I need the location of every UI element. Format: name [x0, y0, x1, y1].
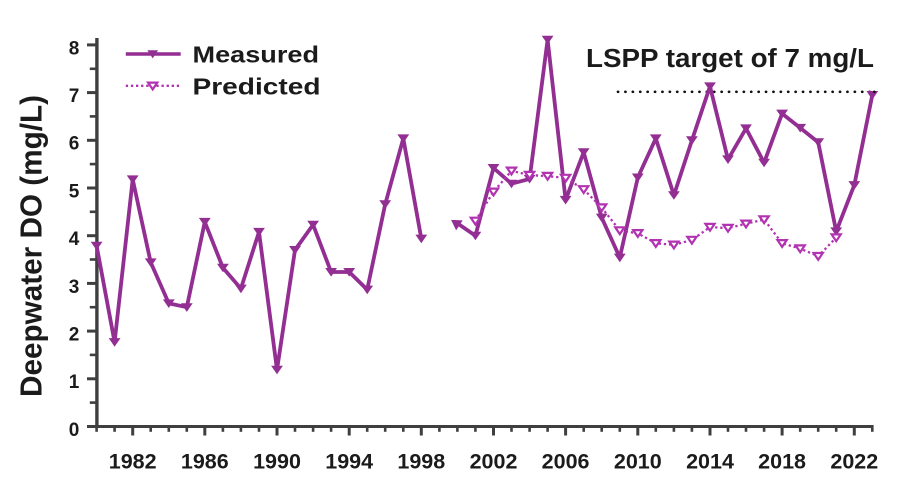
svg-text:6: 6	[69, 134, 80, 155]
svg-text:Deepwater DO (mg/L): Deepwater DO (mg/L)	[14, 95, 49, 397]
svg-text:1: 1	[69, 372, 80, 393]
svg-text:1982: 1982	[109, 450, 157, 474]
svg-text:1990: 1990	[253, 450, 301, 474]
svg-text:2018: 2018	[758, 450, 806, 474]
svg-text:2002: 2002	[470, 450, 518, 474]
svg-text:LSPP target of 7 mg/L: LSPP target of 7 mg/L	[586, 45, 874, 73]
svg-text:1994: 1994	[325, 450, 373, 474]
svg-text:8: 8	[69, 38, 80, 59]
svg-text:Measured: Measured	[193, 42, 320, 68]
svg-text:Predicted: Predicted	[193, 73, 321, 99]
svg-text:2006: 2006	[542, 450, 590, 474]
svg-text:0: 0	[69, 420, 80, 441]
svg-text:2: 2	[69, 325, 80, 346]
svg-text:2022: 2022	[830, 450, 878, 474]
svg-text:1986: 1986	[181, 450, 229, 474]
svg-text:4: 4	[69, 229, 80, 250]
svg-text:2010: 2010	[614, 450, 662, 474]
svg-text:5: 5	[69, 181, 80, 202]
svg-text:2014: 2014	[686, 450, 734, 474]
svg-text:1998: 1998	[397, 450, 445, 474]
svg-text:7: 7	[69, 86, 80, 107]
svg-text:3: 3	[69, 277, 80, 298]
